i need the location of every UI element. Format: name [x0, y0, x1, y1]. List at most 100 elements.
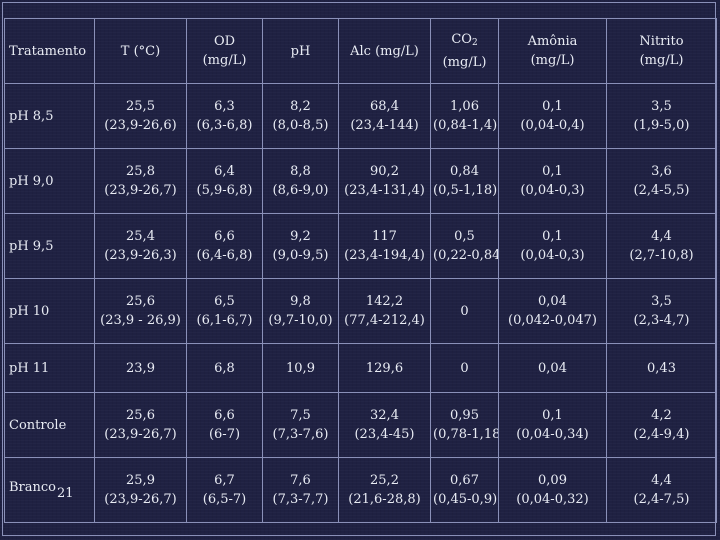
- cell-range: (5,9-6,8): [196, 183, 253, 198]
- cell-range: (6-7): [208, 427, 241, 442]
- table-cell: 90,2 (23,4-131,4): [338, 148, 431, 214]
- table-cell: 25,4 (23,9-26,3): [94, 213, 187, 279]
- cell-range: (1,9-5,0): [633, 118, 690, 133]
- cell-value: 0: [460, 303, 469, 319]
- cell-value: 0,84: [450, 164, 479, 179]
- cell-value: 117: [372, 229, 397, 244]
- cell-range: (0,78-1,18): [433, 427, 499, 442]
- table-cell: 0,84 (0,5-1,18): [430, 148, 499, 214]
- treatment-cell: pH 9,0: [4, 148, 95, 214]
- cell-value: 8,8: [290, 164, 311, 179]
- table-cell: 4,4 (2,4-7,5): [606, 457, 717, 523]
- column-header-line: (mg/L): [433, 53, 496, 72]
- cell-range: (6,1-6,7): [196, 313, 253, 328]
- table-cell: 9,8 (9,7-10,0): [262, 278, 339, 344]
- cell-range: (7,3-7,6): [272, 427, 329, 442]
- treatment-label: pH 10: [9, 303, 50, 319]
- table-cell: 0,1 (0,04-0,34): [498, 392, 607, 458]
- table-cell: 25,6 (23,9 - 26,9): [94, 278, 187, 344]
- column-header-line: Amônia: [501, 32, 604, 51]
- cell-value: 8,2: [290, 99, 311, 114]
- cell-value: 68,4: [370, 99, 399, 114]
- table-cell: 9,2 (9,0-9,5): [262, 213, 339, 279]
- column-header-text: T (°C): [120, 43, 161, 59]
- treatment-cell: pH 9,5: [4, 213, 95, 279]
- table-cell: 142,2 (77,4-212,4): [338, 278, 431, 344]
- column-header-line: pH: [265, 42, 336, 61]
- treatment-cell: pH 11: [4, 343, 95, 393]
- table-cell: 4,4 (2,7-10,8): [606, 213, 717, 279]
- cell-value: 0,04: [538, 294, 567, 309]
- cell-value: 0,43: [647, 360, 676, 376]
- column-header-line: OD: [189, 32, 260, 51]
- table-row: Branco21 25,9 (23,9-26,7) 6,7 (6,5-7) 7,6 (7,3…: [4, 457, 717, 523]
- table-cell: 7,5 (7,3-7,6): [262, 392, 339, 458]
- column-header-text: (mg/L): [530, 53, 575, 68]
- column-header: OD (mg/L): [186, 18, 263, 84]
- table-cell: 3,5 (1,9-5,0): [606, 83, 717, 149]
- water-quality-table: Tratamento T (°C) OD (mg/L) pH Alc (mg/L) CO2 (…: [4, 18, 717, 523]
- cell-value: 25,4: [126, 229, 155, 244]
- cell-range: (0,04-0,3): [520, 248, 585, 263]
- cell-value: 6,4: [214, 164, 235, 179]
- cell-value: 129,6: [365, 360, 404, 376]
- table-cell: 0,43: [606, 343, 717, 393]
- column-header-line: Tratamento: [9, 42, 92, 61]
- cell-range: (0,04-0,4): [520, 118, 585, 133]
- treatment-cell: Branco21: [4, 457, 95, 523]
- cell-value: 6,8: [214, 360, 235, 376]
- column-header: Tratamento: [4, 18, 95, 84]
- table-row: Controle 25,6 (23,9-26,7) 6,6 (6-7) 7,5 (7,3-7…: [4, 392, 717, 458]
- cell-range: (7,3-7,7): [272, 492, 329, 507]
- table-cell: 3,5 (2,3-4,7): [606, 278, 717, 344]
- cell-value: 3,5: [651, 99, 672, 114]
- cell-value: 9,8: [290, 294, 311, 309]
- cell-range: (23,4-45): [354, 427, 415, 442]
- cell-value: 25,6: [126, 294, 155, 309]
- cell-range: (23,9-26,3): [104, 248, 177, 263]
- table-cell: 0,04: [498, 343, 607, 393]
- column-header-line: (mg/L): [501, 51, 604, 70]
- cell-value: 142,2: [365, 294, 404, 309]
- column-header-text: (mg/L): [442, 55, 487, 70]
- cell-value: 4,2: [651, 408, 672, 423]
- treatment-cell: pH 8,5: [4, 83, 95, 149]
- cell-range: (8,6-9,0): [272, 183, 329, 198]
- cell-value: 0,5: [454, 229, 475, 244]
- column-header-line: T (°C): [97, 42, 184, 61]
- cell-value: 25,9: [126, 473, 155, 488]
- cell-value: 4,4: [651, 473, 672, 488]
- table-cell: 0: [430, 278, 499, 344]
- cell-range: (23,4-131,4): [344, 183, 425, 198]
- cell-range: (23,9-26,7): [104, 427, 177, 442]
- table-cell: 6,5 (6,1-6,7): [186, 278, 263, 344]
- table-cell: 0,09 (0,04-0,32): [498, 457, 607, 523]
- treatment-cell: pH 10: [4, 278, 95, 344]
- cell-value: 3,6: [651, 164, 672, 179]
- cell-range: (23,9-26,6): [104, 118, 177, 133]
- table-cell: 129,6: [338, 343, 431, 393]
- cell-value: 9,2: [290, 229, 311, 244]
- table-cell: 25,9 (23,9-26,7): [94, 457, 187, 523]
- table-row: pH 9,0 25,8 (23,9-26,7) 6,4 (5,9-6,8) 8,8 (8,6…: [4, 148, 717, 214]
- table-cell: 10,9: [262, 343, 339, 393]
- treatment-label: pH 11: [9, 360, 50, 376]
- table-row: pH 11 23,9 6,8 10,9 129,6 0 0,04 0,43: [4, 343, 717, 393]
- table-cell: 0: [430, 343, 499, 393]
- cell-value: 6,3: [214, 99, 235, 114]
- cell-range: (23,9 - 26,9): [100, 313, 181, 328]
- column-header: pH: [262, 18, 339, 84]
- column-header-line: CO2: [433, 30, 496, 53]
- cell-value: 4,4: [651, 229, 672, 244]
- cell-range: (21,6-28,8): [348, 492, 421, 507]
- cell-range: (2,4-5,5): [633, 183, 690, 198]
- column-header: Alc (mg/L): [338, 18, 431, 84]
- table-cell: 0,1 (0,04-0,4): [498, 83, 607, 149]
- cell-range: (2,4-7,5): [633, 492, 690, 507]
- cell-range: (0,84-1,4): [433, 118, 498, 133]
- slide-number: 21: [57, 485, 74, 501]
- cell-range: (23,4-144): [350, 118, 419, 133]
- table-cell: 117 (23,4-194,4): [338, 213, 431, 279]
- column-header-text: (mg/L): [639, 53, 684, 68]
- cell-value: 7,6: [290, 473, 311, 488]
